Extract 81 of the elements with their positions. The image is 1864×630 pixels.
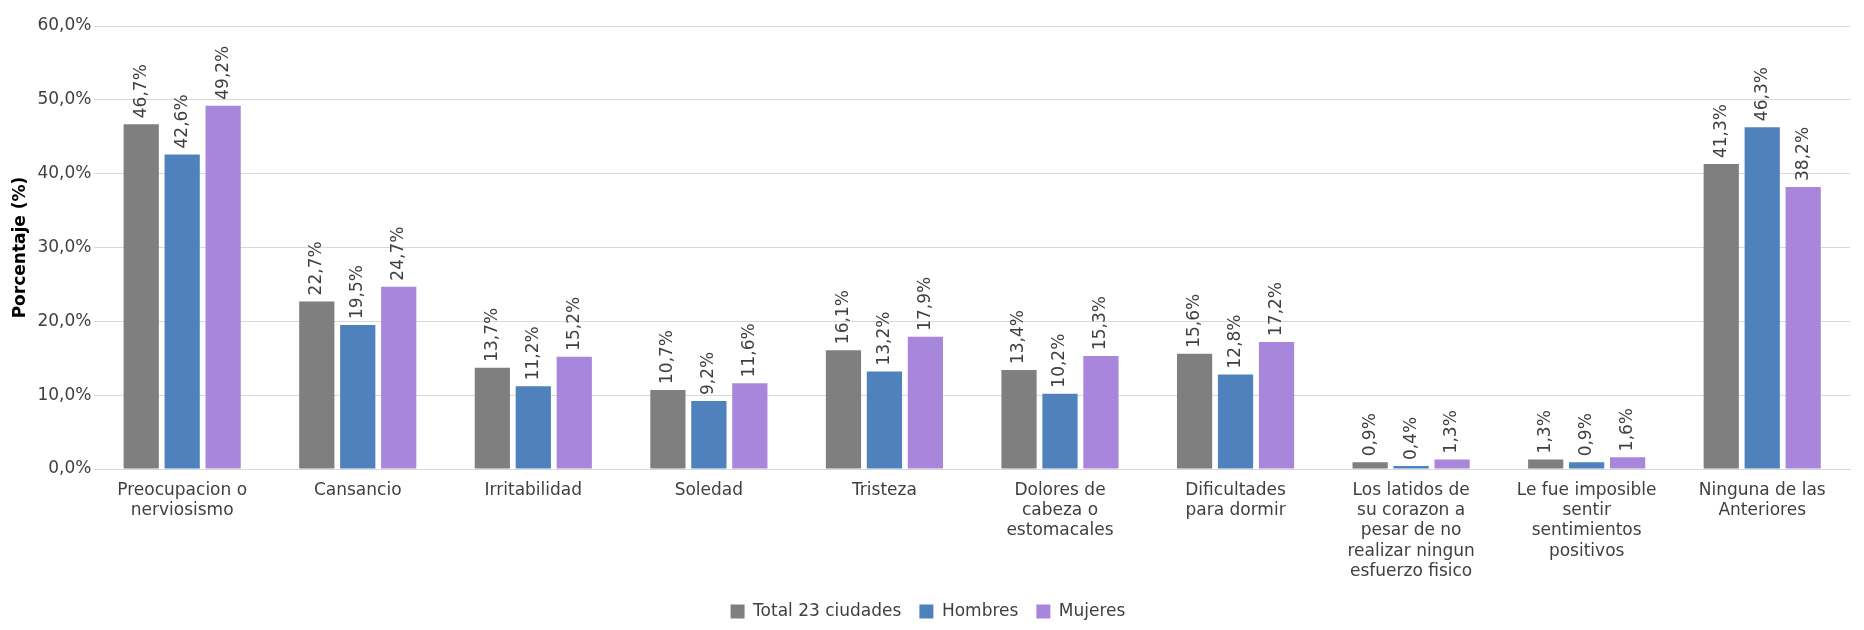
bar <box>1001 370 1037 469</box>
bar <box>1569 462 1605 469</box>
data-label: 41,3% <box>1709 104 1730 159</box>
y-axis-title: Porcentaje (%) <box>8 176 29 319</box>
bar <box>299 301 335 469</box>
bar <box>1703 164 1739 469</box>
bar <box>866 371 903 469</box>
legend-label: Hombres <box>941 599 1019 620</box>
bar <box>1785 186 1821 469</box>
bar <box>1434 459 1470 469</box>
bar <box>1528 459 1564 469</box>
x-tick-label: Los latidos de su corazon a pesar de no realizar ningun esfuerzo fisico <box>1347 478 1475 581</box>
data-label: 24,7% <box>387 226 408 281</box>
x-tick-label: Soledad <box>674 478 744 499</box>
bar <box>1258 342 1295 469</box>
y-tick-label: 50,0% <box>37 88 92 109</box>
bar <box>556 356 592 469</box>
data-label: 1,3% <box>1534 410 1555 454</box>
data-label: 42,6% <box>170 94 191 149</box>
x-tick-label: Preocupacion o nerviosismo <box>117 478 248 520</box>
data-label: 15,2% <box>562 296 583 351</box>
bar <box>1744 127 1780 469</box>
x-tick-label: Ninguna de las Anteriores <box>1698 478 1826 520</box>
data-label: 1,3% <box>1440 410 1461 454</box>
y-tick-label: 40,0% <box>37 162 92 183</box>
data-label: 49,2% <box>211 45 232 100</box>
legend-label: Mujeres <box>1058 599 1126 620</box>
y-tick-label: 0,0% <box>48 457 92 478</box>
data-label: 11,2% <box>521 326 542 381</box>
data-label: 10,2% <box>1048 333 1069 388</box>
bar <box>1352 462 1388 469</box>
x-tick-label: Tristeza <box>850 478 917 499</box>
data-label: 17,9% <box>913 276 934 331</box>
x-tick-label: Irritabilidad <box>484 478 583 499</box>
data-label: 9,2% <box>697 351 718 396</box>
y-tick-label: 60,0% <box>37 14 92 35</box>
legend-label: Total 23 ciudades <box>752 599 902 620</box>
data-label: 12,8% <box>1223 314 1244 369</box>
bar <box>691 401 727 469</box>
data-label: 0,4% <box>1399 416 1420 461</box>
data-label: 19,5% <box>346 265 367 320</box>
x-tick-label: Cansancio <box>313 478 402 499</box>
bar <box>164 154 200 469</box>
bar <box>1217 374 1254 469</box>
data-label: 15,3% <box>1089 296 1110 351</box>
data-label: 22,7% <box>305 241 326 296</box>
bar <box>1176 353 1213 469</box>
bar <box>474 367 510 469</box>
data-label: 11,6% <box>738 323 759 378</box>
data-label: 13,4% <box>1007 310 1028 365</box>
y-tick-label: 10,0% <box>37 383 92 404</box>
bar <box>825 350 862 469</box>
bar <box>381 286 417 469</box>
data-label: 13,2% <box>872 311 893 366</box>
bar <box>907 336 943 469</box>
bar <box>515 386 551 469</box>
bar <box>650 390 686 469</box>
bar <box>1083 356 1119 469</box>
data-label: 15,6% <box>1183 293 1203 348</box>
bar <box>1610 457 1646 469</box>
bar <box>123 124 159 469</box>
bar <box>1393 466 1429 469</box>
x-tick-label: Dificultades para dormir <box>1185 478 1286 520</box>
data-label: 17,2% <box>1264 281 1285 337</box>
bar <box>1042 393 1078 469</box>
data-label: 10,7% <box>656 329 677 384</box>
data-label: 13,7% <box>480 307 501 362</box>
data-label: 16,1% <box>831 290 852 345</box>
y-tick-label: 30,0% <box>37 235 92 256</box>
data-label: 46,7% <box>129 64 150 119</box>
bar <box>205 105 241 469</box>
bar <box>732 383 768 469</box>
data-label: 46,3% <box>1750 67 1771 122</box>
data-label: 1,6% <box>1616 407 1637 452</box>
data-label: 0,9% <box>1575 413 1596 457</box>
data-label: 38,2% <box>1791 126 1812 181</box>
y-tick-label: 20,0% <box>37 309 92 330</box>
x-tick-label: Le fue imposible sentir sentimientos positivos <box>1516 478 1657 560</box>
data-label: 0,9% <box>1358 413 1379 457</box>
x-tick-label: Dolores de cabeza o estomacales <box>1006 478 1114 540</box>
bar <box>340 325 376 469</box>
